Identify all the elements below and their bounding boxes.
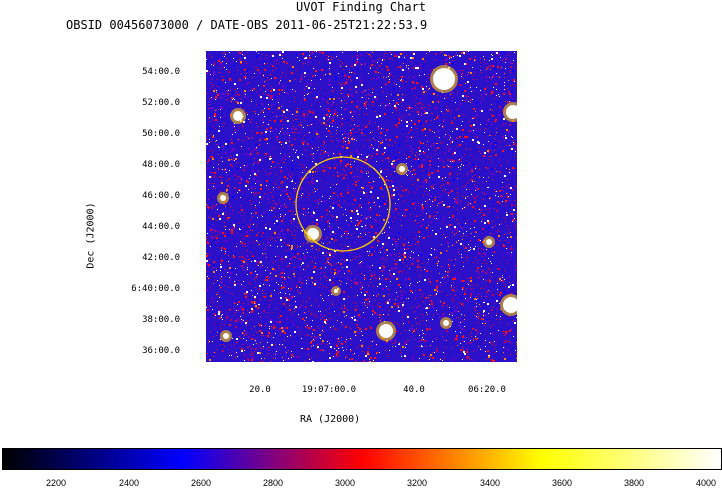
colorbar-tick-label: 3000	[334, 478, 356, 488]
chart-subtitle: OBSID 00456073000 / DATE-OBS 2011-06-25T…	[66, 18, 428, 32]
y-tick-label: 46:00.0	[142, 191, 180, 201]
y-axis-label: Dec (J2000)	[85, 202, 97, 269]
colorbar-tick-label: 2200	[45, 478, 67, 488]
star	[506, 105, 517, 119]
colorbar-tick-label: 3400	[479, 478, 501, 488]
colorbar-tick-label: 4000	[695, 478, 717, 488]
star	[443, 320, 449, 326]
image-background	[206, 51, 517, 362]
colorbar-gradient	[2, 448, 722, 470]
x-tick-label: 40.0	[403, 385, 425, 395]
colorbar-tick-label: 2600	[190, 478, 212, 488]
sky-image	[206, 51, 517, 362]
star	[486, 239, 492, 245]
star	[233, 111, 243, 121]
y-tick-label: 48:00.0	[142, 160, 180, 170]
y-tick-label: 54:00.0	[142, 67, 180, 77]
star	[503, 297, 517, 313]
y-tick-label: 50:00.0	[142, 129, 180, 139]
colorbar-tick-label: 3800	[623, 478, 645, 488]
star	[399, 166, 405, 172]
star	[220, 195, 226, 201]
sky-image-svg	[206, 51, 517, 362]
colorbar-tick-label: 2400	[118, 478, 140, 488]
star	[334, 289, 338, 293]
star	[433, 68, 455, 90]
colorbar-tick-label: 3600	[551, 478, 573, 488]
y-tick-label: 38:00.0	[142, 315, 180, 325]
x-tick-label: 06:20.0	[468, 385, 506, 395]
colorbar-tick-label: 3200	[406, 478, 428, 488]
y-tick-label: 52:00.0	[142, 98, 180, 108]
y-tick-label: 44:00.0	[142, 222, 180, 232]
x-tick-label: 19:07:00.0	[301, 385, 357, 395]
colorbar	[0, 448, 722, 470]
y-tick-label: 42:00.0	[142, 253, 180, 263]
target-circle	[295, 156, 391, 252]
star	[223, 333, 229, 339]
star	[307, 228, 319, 240]
star	[379, 324, 393, 338]
y-tick-label: 6:40:00.0	[131, 284, 180, 294]
x-axis-label: RA (J2000)	[300, 414, 361, 425]
y-tick-label: 36:00.0	[142, 346, 180, 356]
chart-title: UVOT Finding Chart	[295, 0, 427, 14]
colorbar-tick-label: 2800	[262, 478, 284, 488]
x-tick-label: 20.0	[249, 385, 271, 395]
noise-speckles	[206, 51, 517, 362]
